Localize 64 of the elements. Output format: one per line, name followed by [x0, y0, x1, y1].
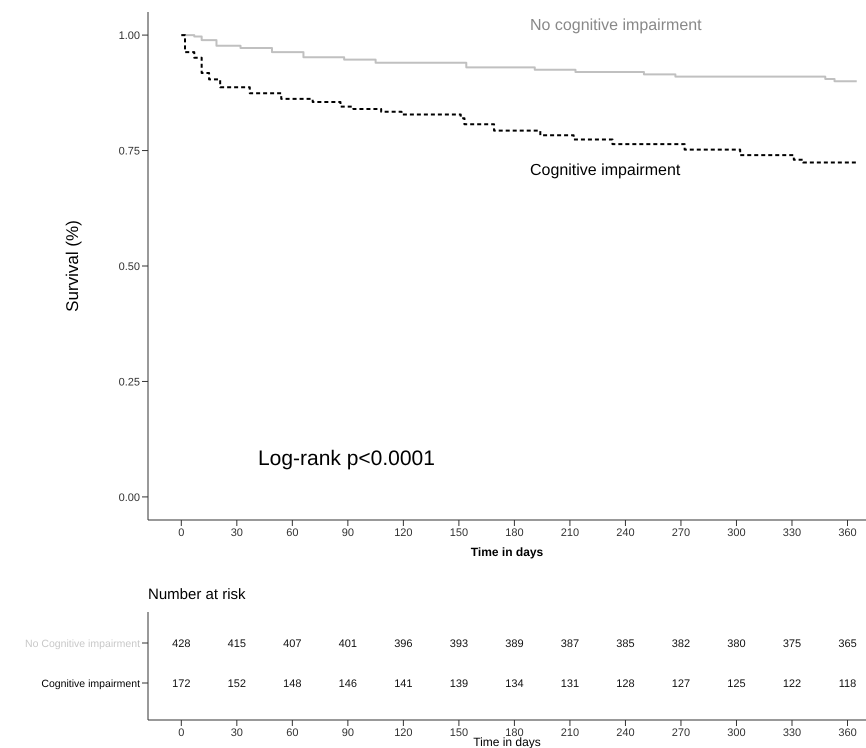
data-label: 407 [283, 638, 302, 650]
data-label: 387 [560, 638, 580, 650]
x-tick-label: 330 [782, 726, 802, 739]
data-label: 125 [727, 678, 746, 690]
annotation: Log-rank p<0.0001 [258, 447, 435, 471]
data-label: 389 [505, 638, 524, 650]
y-tick-label: 0.75 [118, 145, 140, 158]
x-tick-label: 60 [286, 726, 298, 739]
x-tick-label: 120 [394, 526, 413, 539]
data-label: 415 [228, 638, 246, 650]
data-label: 118 [838, 678, 856, 690]
x-tick-label: 150 [450, 526, 468, 539]
series-label: Cognitive impairment [530, 162, 680, 180]
data-label: 393 [450, 638, 468, 650]
x-tick-label: 210 [560, 526, 580, 539]
data-label: 382 [672, 638, 690, 650]
x-tick-label: 330 [782, 526, 802, 539]
data-label: 365 [838, 638, 857, 650]
x-tick-label: 0 [178, 526, 184, 539]
x-tick-label: 180 [505, 526, 524, 539]
data-label: 152 [228, 678, 246, 690]
x-tick-label: 0 [178, 726, 184, 739]
data-label: 128 [616, 678, 635, 690]
x-tick-label: 240 [616, 726, 635, 739]
x-tick-label: 90 [342, 526, 354, 539]
data-label: 385 [616, 638, 635, 650]
x-tick-label: 360 [838, 726, 857, 739]
x-tick-label: 30 [230, 526, 243, 539]
data-label: 375 [782, 638, 802, 650]
x-tick-label: 300 [727, 526, 746, 539]
data-label: 401 [338, 638, 358, 650]
x-tick-label: 90 [342, 726, 354, 739]
x-tick-label: 300 [727, 726, 746, 739]
x-tick-label: 150 [450, 726, 468, 739]
y-tick-label: 0.25 [118, 376, 140, 388]
data-label: 148 [283, 678, 302, 690]
data-label: 396 [394, 638, 413, 650]
x-tick-label: 240 [616, 526, 635, 539]
data-label: 127 [672, 678, 690, 690]
data-label: 380 [727, 638, 746, 650]
data-label: 141 [394, 678, 413, 690]
y-tick-label: 0.50 [118, 260, 140, 273]
x-tick-label: 270 [672, 726, 690, 739]
chart-title: Number at risk [148, 586, 246, 603]
x-tick-label: 360 [838, 526, 857, 539]
x-tick-label: 30 [230, 726, 243, 739]
x-tick-label: 180 [505, 726, 524, 739]
x-tick-label: 120 [394, 726, 413, 739]
data-label: 139 [450, 678, 468, 690]
x-tick-label: 60 [286, 526, 298, 539]
y-tick-label: 0.00 [118, 492, 140, 504]
data-label: 134 [505, 678, 524, 690]
data-label: 172 [172, 678, 190, 690]
data-label: 428 [172, 638, 190, 650]
x-tick-label: 210 [560, 726, 580, 739]
data-label: 122 [782, 678, 802, 690]
x-tick-label: 270 [672, 526, 690, 539]
y-tick-label: Cognitive impairment [41, 678, 140, 690]
data-label: 146 [338, 678, 358, 690]
data-label: 131 [560, 678, 580, 690]
x-axis-title: Time in days [470, 545, 544, 559]
text: No cognitive impairment [530, 17, 702, 35]
y-tick-label: 1.00 [118, 30, 140, 42]
y-axis-title: Survival (%) [63, 220, 82, 312]
